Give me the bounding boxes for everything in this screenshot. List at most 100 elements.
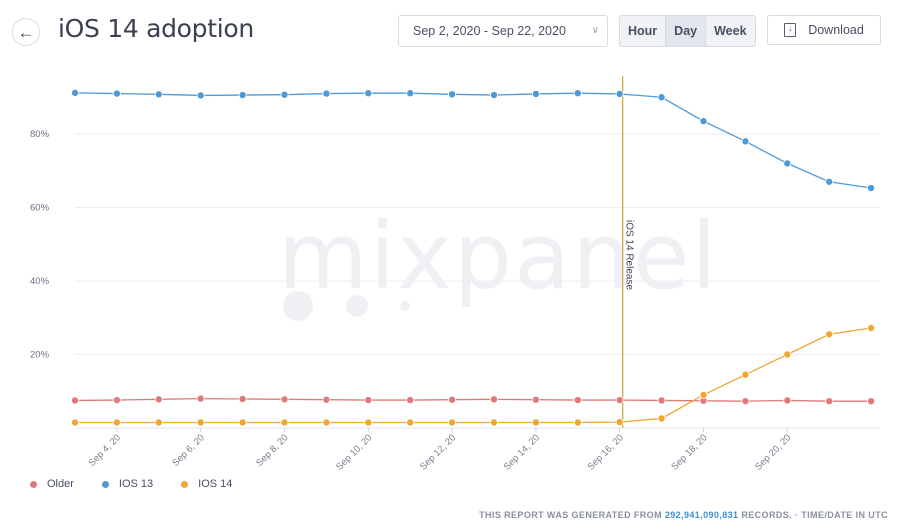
data-point-ios-13: [573, 89, 582, 98]
data-point-ios-14: [699, 390, 708, 399]
data-point-ios-14: [112, 418, 121, 427]
data-point-ios-14: [322, 418, 331, 427]
granularity-day-button[interactable]: Day: [666, 16, 707, 46]
granularity-toggle: Hour Day Week: [619, 15, 756, 47]
data-point-ios-14: [573, 418, 582, 427]
data-point-ios-13: [489, 91, 498, 100]
data-point-ios-13: [196, 91, 205, 100]
data-point-older: [783, 396, 792, 405]
data-point-ios-14: [657, 414, 666, 423]
data-point-older: [867, 397, 876, 406]
data-point-ios-13: [322, 89, 331, 98]
watermark-text: mixpanel: [278, 203, 719, 310]
granularity-hour-button[interactable]: Hour: [620, 16, 667, 46]
watermark-dot: [400, 301, 410, 311]
legend-item-ios-13[interactable]: IOS 13: [101, 478, 154, 490]
legend-label: IOS 13: [118, 478, 154, 490]
data-point-ios-13: [867, 184, 876, 193]
data-point-older: [154, 395, 163, 404]
y-tick-label: 40%: [30, 276, 50, 287]
data-point-ios-14: [615, 418, 624, 427]
data-point-ios-14: [154, 418, 163, 427]
data-point-older: [825, 397, 834, 406]
data-point-ios-13: [154, 90, 163, 99]
data-point-ios-13: [238, 91, 247, 100]
data-point-older: [615, 396, 624, 405]
date-range-value: Sep 2, 2020 - Sep 22, 2020: [413, 24, 566, 38]
watermark-dot: [346, 295, 368, 317]
legend-item-older[interactable]: Older: [30, 478, 74, 490]
data-point-ios-13: [280, 90, 289, 99]
data-point-ios-13: [783, 159, 792, 168]
data-point-ios-13: [71, 88, 80, 97]
footer-prefix: THIS REPORT WAS GENERATED FROM: [479, 510, 662, 520]
legend-dot: [181, 480, 189, 488]
y-tick-label: 80%: [30, 129, 50, 140]
download-icon: ↓: [784, 23, 797, 37]
x-tick-label: Sep 14, 20: [502, 432, 542, 472]
data-point-ios-13: [531, 89, 540, 98]
data-point-ios-13: [741, 137, 750, 146]
data-point-ios-13: [112, 89, 121, 98]
release-annotation-label: iOS 14 Release: [624, 220, 635, 290]
data-point-older: [741, 397, 750, 406]
data-point-ios-14: [867, 324, 876, 333]
series-line-ios-14: [75, 327, 872, 424]
y-tick-label: 60%: [30, 203, 50, 214]
legend-dot: [30, 480, 37, 488]
data-point-older: [531, 395, 540, 404]
data-point-ios-13: [364, 89, 373, 98]
data-point-ios-13: [699, 117, 708, 126]
data-point-ios-13: [448, 90, 457, 99]
data-point-ios-14: [280, 418, 289, 427]
series-line-older: [74, 397, 872, 402]
x-tick-label: Sep 6, 20: [170, 432, 207, 469]
data-point-ios-14: [489, 418, 498, 427]
chevron-down-icon: ∨: [591, 25, 599, 36]
data-point-older: [196, 394, 205, 403]
watermark-dot: [283, 291, 313, 321]
series-line-ios-13: [74, 92, 872, 189]
data-point-ios-14: [71, 418, 80, 427]
data-point-older: [280, 395, 289, 404]
legend-label: Older: [47, 478, 74, 490]
page-title: iOS 14 adoption: [58, 14, 254, 43]
arrow-left-icon: ←: [17, 22, 35, 42]
chart-legend: Older IOS 13 IOS 14: [30, 478, 232, 490]
x-tick-label: Sep 16, 20: [586, 432, 626, 472]
download-button[interactable]: ↓ Download: [767, 15, 881, 45]
data-point-ios-13: [615, 89, 624, 98]
y-tick-label: 20%: [30, 350, 50, 361]
data-point-ios-14: [741, 370, 750, 379]
x-tick-label: Sep 10, 20: [334, 432, 374, 472]
data-point-ios-14: [364, 418, 373, 427]
report-footer: THIS REPORT WAS GENERATED FROM 292,941,0…: [479, 510, 888, 520]
data-point-older: [112, 396, 121, 405]
data-point-ios-14: [238, 418, 247, 427]
x-tick-label: Sep 18, 20: [669, 432, 709, 472]
footer-suffix: RECORDS. · TIME/DATE IN UTC: [741, 510, 888, 520]
data-point-older: [238, 394, 247, 403]
x-tick-label: Sep 12, 20: [418, 432, 458, 472]
data-point-ios-14: [531, 418, 540, 427]
data-point-ios-14: [196, 418, 205, 427]
data-point-older: [448, 395, 457, 404]
data-point-older: [406, 396, 415, 405]
date-range-picker[interactable]: Sep 2, 2020 - Sep 22, 2020 ∨: [398, 15, 608, 47]
granularity-week-button[interactable]: Week: [706, 16, 755, 46]
x-tick-label: Sep 20, 20: [753, 432, 793, 472]
data-point-ios-13: [406, 89, 415, 98]
data-point-older: [489, 395, 498, 404]
legend-dot: [101, 480, 109, 488]
download-label: Download: [808, 23, 864, 37]
data-point-older: [573, 396, 582, 405]
footer-records: 292,941,090,831: [664, 510, 739, 520]
adoption-chart: mixpanel 80% 60% 40% 20% Sep 4, 20 Sep 6, 20 Se…: [30, 76, 880, 473]
data-point-ios-14: [825, 330, 834, 339]
legend-label: IOS 14: [198, 478, 233, 490]
data-point-older: [657, 396, 666, 405]
data-point-ios-14: [783, 350, 792, 359]
data-point-ios-13: [657, 93, 666, 102]
legend-item-ios-14[interactable]: IOS 14: [181, 478, 232, 490]
back-button[interactable]: ←: [12, 18, 40, 46]
